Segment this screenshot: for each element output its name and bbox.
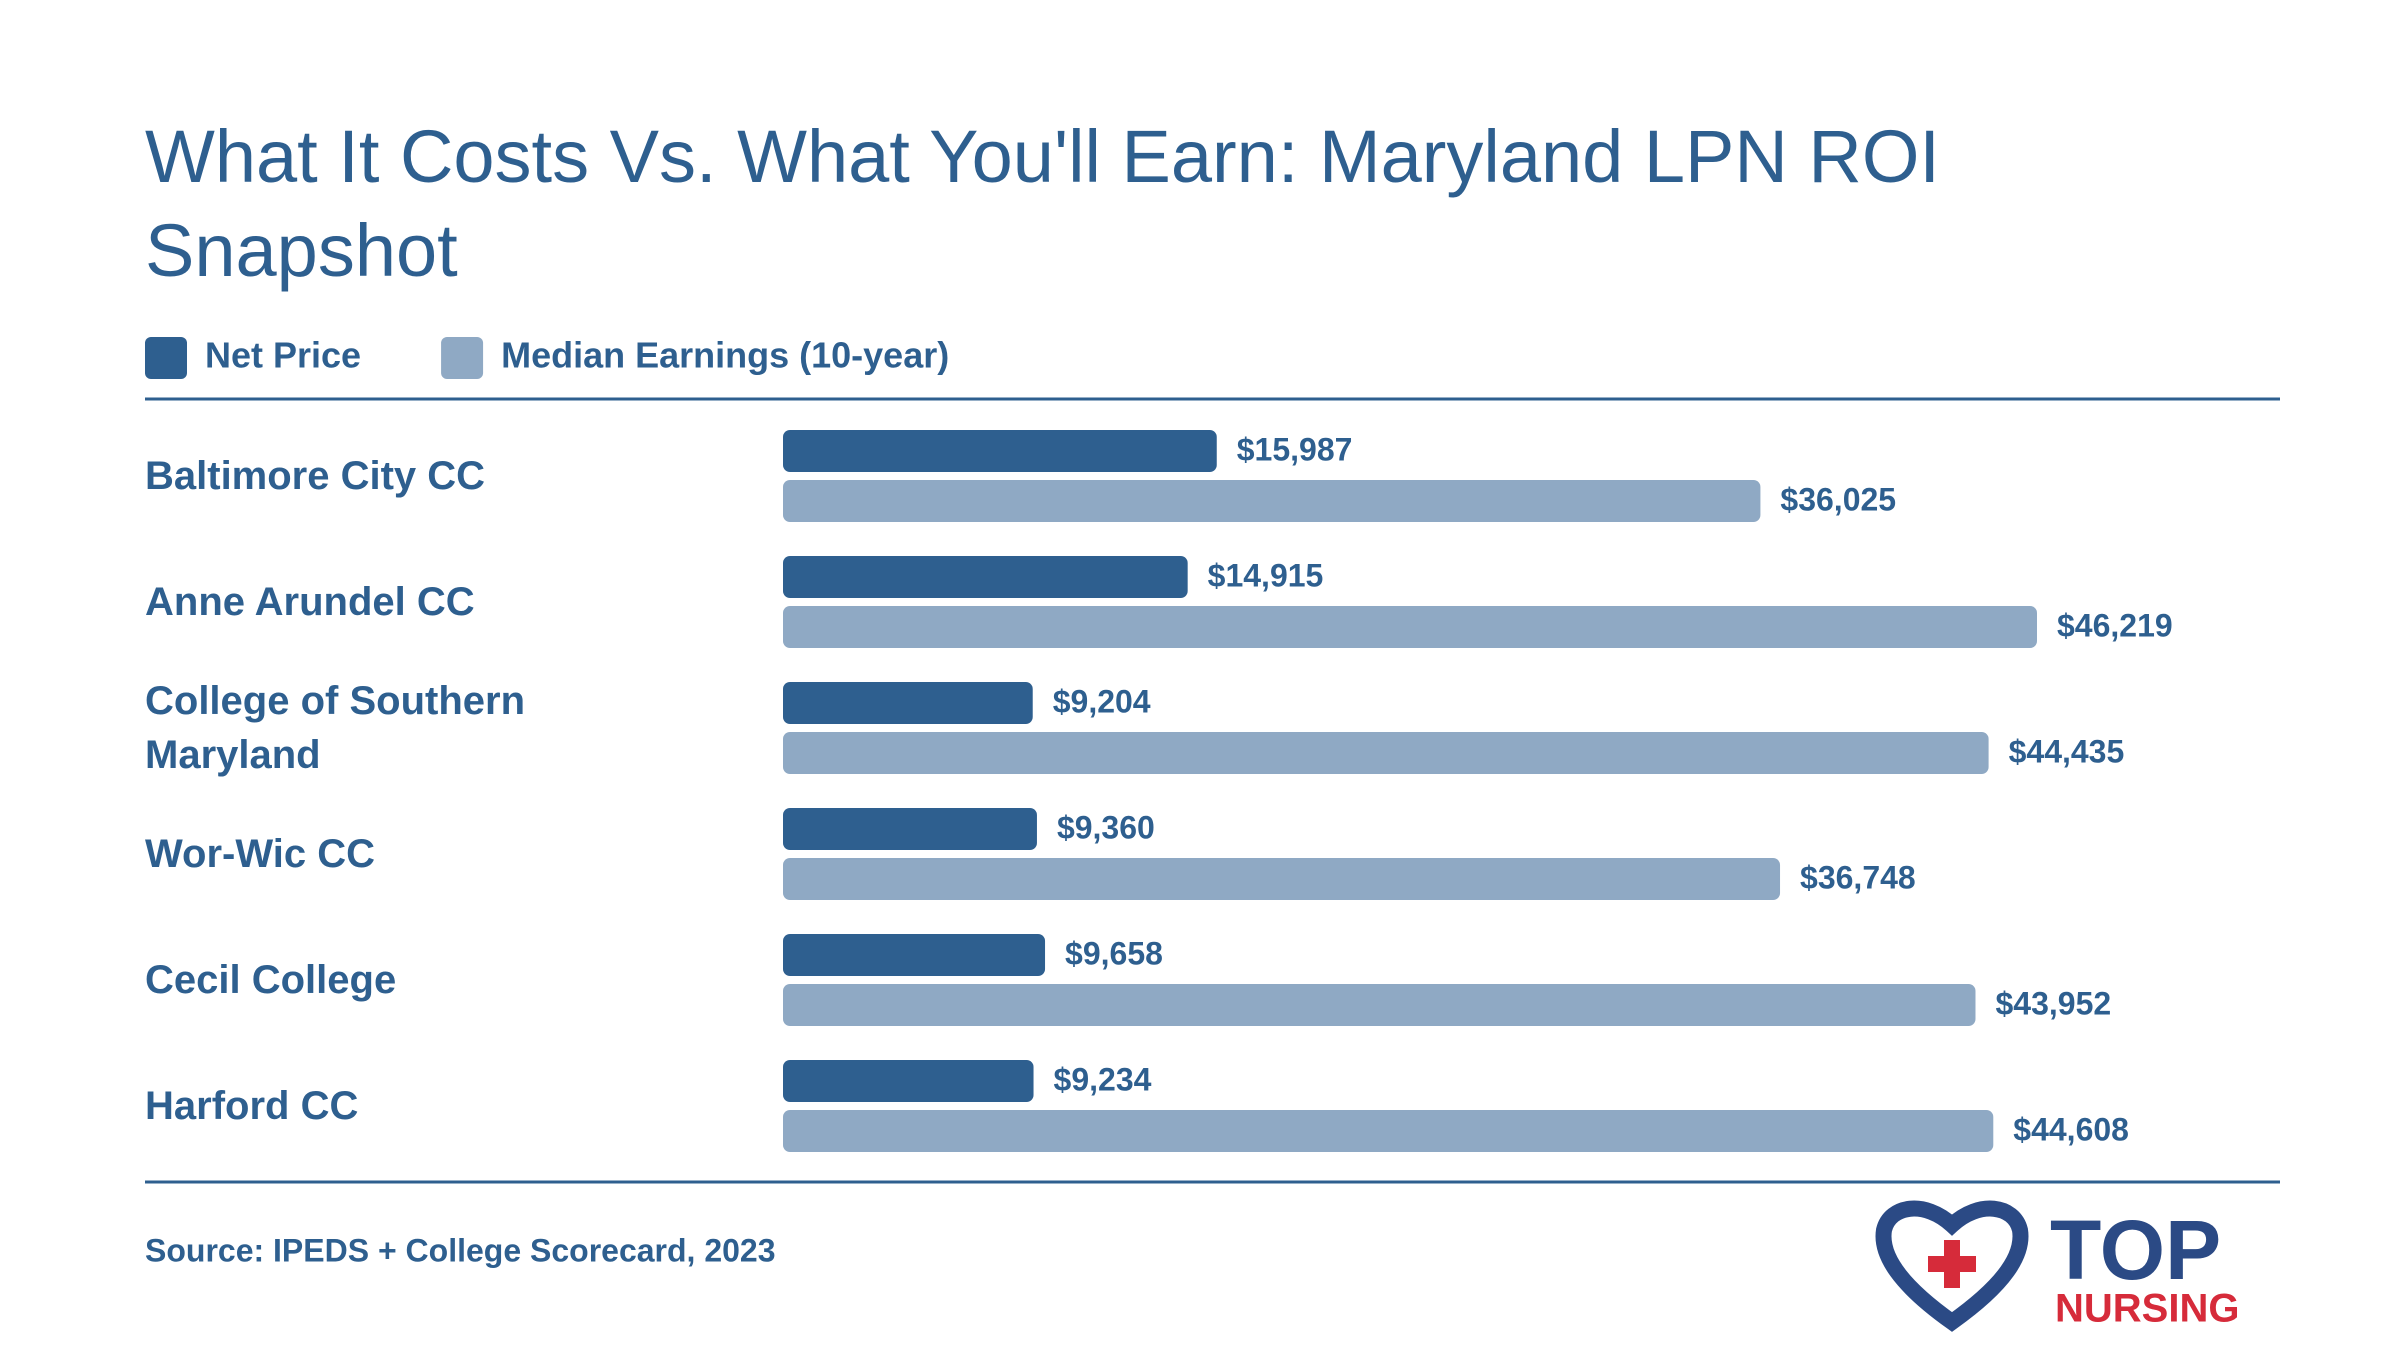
value-label: $14,915 (1208, 557, 1324, 593)
bar (783, 732, 1989, 774)
value-label: $44,435 (2009, 733, 2125, 769)
category-label: College of Southern Maryland (145, 679, 525, 777)
category-label: Wor-Wic CC (145, 832, 375, 876)
logo: TOP NURSING (1875, 1200, 2239, 1332)
category-label: Cecil College (145, 958, 397, 1002)
value-label: $36,025 (1780, 481, 1896, 517)
category-label: Harford CC (145, 1084, 359, 1128)
category-label: Anne Arundel CC (145, 580, 475, 624)
chart-title: What It Costs Vs. What You'll Earn: Mary… (145, 115, 1940, 292)
legend-swatch (441, 337, 484, 379)
value-label: $9,658 (1065, 935, 1163, 971)
logo-text: TOP (2050, 1203, 2221, 1297)
legend-label: Median Earnings (10-year) (501, 335, 949, 376)
value-label: $9,204 (1053, 683, 1151, 719)
source: Source: IPEDS + College Scorecard, 2023 (145, 1232, 776, 1268)
value-label: $9,234 (1054, 1061, 1152, 1097)
value-label: $43,952 (1995, 985, 2111, 1021)
bar (783, 480, 1761, 522)
bar (783, 934, 1046, 976)
bar (783, 984, 1976, 1026)
legend-swatch (145, 337, 187, 379)
bar (783, 858, 1781, 900)
category-label: Baltimore City CC (145, 454, 486, 498)
value-label: $15,987 (1237, 431, 1353, 467)
logo-heart (1875, 1200, 2029, 1332)
legend-label: Net Price (205, 335, 361, 376)
value-label: $44,608 (2013, 1111, 2129, 1147)
bar (783, 606, 2037, 648)
bar (783, 1110, 1994, 1152)
bar (783, 556, 1188, 598)
bar (783, 430, 1217, 472)
value-label: $9,360 (1057, 809, 1155, 845)
logo-cross (1928, 1256, 1976, 1272)
bar (783, 682, 1033, 724)
value-label: $36,748 (1800, 859, 1916, 895)
value-label: $46,219 (2057, 607, 2173, 643)
bar (783, 808, 1037, 850)
bar (783, 1060, 1034, 1102)
logo-subtext: NURSING (2055, 1287, 2239, 1331)
